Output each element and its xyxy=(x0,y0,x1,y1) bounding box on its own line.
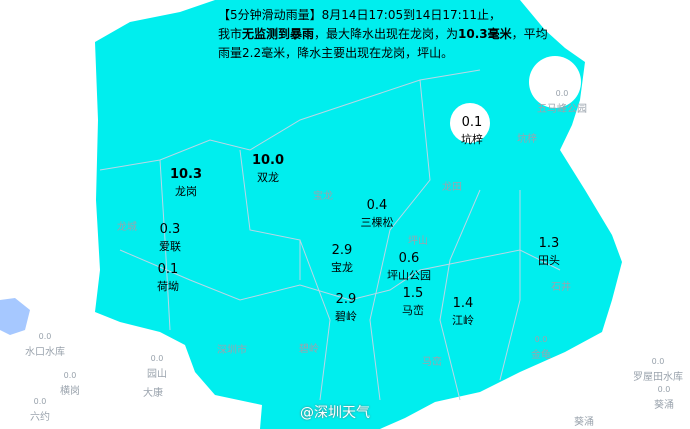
station-name: 江岭 xyxy=(452,314,474,327)
place-value: 0.0 xyxy=(63,371,77,380)
place-label: 六约 xyxy=(30,412,50,423)
rainfall-area xyxy=(95,0,622,429)
station-name: 三棵松 xyxy=(360,216,394,229)
place-value: 0.0 xyxy=(150,354,164,363)
summary-line: 雨量2.2毫米，降水主要出现在龙岗，坪山。 xyxy=(218,46,454,60)
place-label: 罗屋田水库 xyxy=(633,372,683,383)
station-value: 1.3 xyxy=(538,236,560,251)
station-name: 双龙 xyxy=(257,171,279,184)
station-name: 马峦 xyxy=(402,304,424,317)
place-value: 0.0 xyxy=(657,385,671,394)
place-value: 0.0 xyxy=(534,335,548,344)
station-value: 10.3 xyxy=(169,167,203,182)
place-label: 五马峰公园 xyxy=(537,104,587,115)
station-value: 10.0 xyxy=(251,153,285,168)
station-value: 2.9 xyxy=(335,292,357,307)
station-value: 2.9 xyxy=(331,243,353,258)
place-label: 龙城 xyxy=(117,222,137,233)
place-label: 龙田 xyxy=(442,182,462,193)
district-boundaries xyxy=(99,69,561,401)
place-label: 园山 xyxy=(147,369,167,380)
place-label: 横岗 xyxy=(60,386,80,397)
place-label: 宝龙 xyxy=(313,191,333,202)
summary-text: ，平均 xyxy=(511,27,548,41)
summary-highlight: 无监测到暴雨 xyxy=(242,27,315,41)
summary-line: 【5分钟滑动雨量】8月14日17:05到14日17:11止， xyxy=(218,8,501,22)
place-label: 金龟 xyxy=(531,350,551,361)
station-name: 宝龙 xyxy=(331,261,353,274)
station-value: 0.1 xyxy=(461,115,483,130)
place-value: 0.0 xyxy=(651,357,665,366)
station-name: 爱联 xyxy=(159,240,181,253)
rainfall-summary: 【5分钟滑动雨量】8月14日17:05到14日17:11止， 我市无监测到暴雨，… xyxy=(218,6,558,63)
station-name: 坪山公园 xyxy=(387,269,431,282)
station-name: 田头 xyxy=(538,254,560,267)
place-value: 0.0 xyxy=(555,89,569,98)
station-name: 龙岗 xyxy=(175,185,197,198)
place-label: 深圳市 xyxy=(217,345,247,356)
station-value: 0.4 xyxy=(366,198,388,213)
no-rain-patch xyxy=(529,56,581,108)
station-name: 碧岭 xyxy=(335,310,357,323)
place-label: 石井 xyxy=(551,282,571,293)
place-value: 0.0 xyxy=(38,332,52,341)
place-label: 马峦 xyxy=(422,357,442,368)
station-value: 0.3 xyxy=(159,222,181,237)
summary-highlight: 10.3毫米 xyxy=(458,27,512,41)
place-label: 葵涌 xyxy=(574,417,594,428)
summary-text: 我市 xyxy=(218,27,243,41)
station-value: 1.5 xyxy=(402,286,424,301)
station-value: 0.1 xyxy=(157,262,179,277)
station-value: 0.6 xyxy=(398,251,420,266)
place-label: 大康 xyxy=(143,388,163,399)
station-name: 荷坳 xyxy=(157,280,179,293)
station-name: 坑梓 xyxy=(461,133,483,146)
watermark: @深圳天气 xyxy=(300,405,370,421)
place-label: 碧岭 xyxy=(299,344,319,355)
place-label: 葵涌 xyxy=(654,400,674,411)
place-label: 坑梓 xyxy=(517,134,537,145)
water-body xyxy=(0,298,30,335)
no-rain-patch xyxy=(450,103,490,143)
summary-text: ，最大降水出现在龙岗，为 xyxy=(314,27,459,41)
place-label: 水口水库 xyxy=(25,347,65,358)
place-value: 0.0 xyxy=(33,397,47,406)
place-label: 坪山 xyxy=(408,236,428,247)
station-value: 1.4 xyxy=(452,296,474,311)
